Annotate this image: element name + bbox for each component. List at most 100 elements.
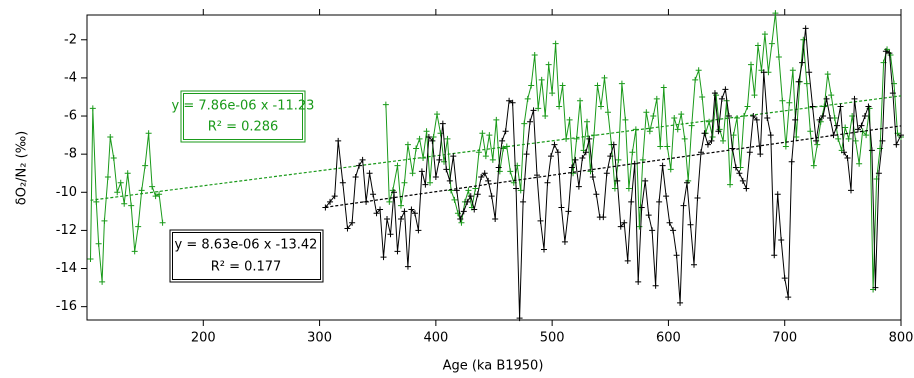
- point-marker: [434, 111, 441, 118]
- point-marker: [457, 215, 464, 222]
- point-marker: [427, 179, 434, 186]
- point-marker: [492, 215, 499, 222]
- point-marker: [753, 116, 760, 123]
- point-marker: [124, 170, 131, 177]
- point-marker: [851, 95, 858, 102]
- point-marker: [447, 187, 454, 194]
- data-line: [325, 28, 902, 319]
- point-marker: [397, 215, 404, 222]
- fit-r2: R² = 0.177: [211, 260, 282, 275]
- point-marker: [687, 221, 694, 228]
- point-marker: [650, 113, 657, 120]
- point-marker: [856, 160, 863, 167]
- point-marker: [810, 162, 817, 169]
- point-marker: [775, 53, 782, 60]
- point-marker: [622, 116, 629, 123]
- point-marker: [149, 183, 156, 190]
- y-axis-label: δO₂/N₂ (‰): [15, 131, 30, 205]
- point-marker: [586, 135, 593, 142]
- point-marker: [844, 154, 851, 161]
- point-marker: [429, 137, 436, 144]
- y-tick-label: -8: [64, 147, 77, 162]
- point-marker: [535, 105, 542, 112]
- point-marker: [649, 227, 656, 234]
- point-marker: [739, 177, 746, 184]
- point-marker: [610, 141, 617, 148]
- point-marker: [517, 187, 524, 194]
- point-marker: [145, 130, 152, 137]
- point-marker: [657, 143, 664, 150]
- point-marker: [444, 135, 451, 142]
- point-marker: [743, 185, 750, 192]
- point-marker: [481, 170, 488, 177]
- point-marker: [841, 149, 848, 156]
- point-marker: [677, 299, 684, 306]
- point-marker: [730, 132, 737, 139]
- point-marker: [806, 69, 813, 76]
- point-marker: [816, 116, 823, 123]
- trend-line: [90, 95, 902, 201]
- point-marker: [785, 294, 792, 301]
- point-marker: [460, 208, 467, 215]
- point-marker: [732, 164, 739, 171]
- point-marker: [499, 137, 506, 144]
- point-marker: [568, 164, 575, 171]
- point-marker: [750, 113, 757, 120]
- point-marker: [607, 153, 614, 160]
- point-marker: [475, 149, 482, 156]
- point-marker: [614, 177, 621, 184]
- y-tick-label: -6: [64, 109, 77, 124]
- point-marker: [617, 223, 624, 230]
- point-marker: [516, 315, 523, 322]
- point-marker: [416, 135, 423, 142]
- point-marker: [746, 149, 753, 156]
- point-marker: [432, 174, 439, 181]
- point-marker: [520, 198, 527, 205]
- point-marker: [356, 162, 363, 169]
- fit-box-inner: [183, 93, 303, 140]
- point-marker: [464, 198, 471, 205]
- point-marker: [443, 166, 450, 173]
- point-marker: [670, 227, 677, 234]
- point-marker: [93, 198, 100, 205]
- point-marker: [646, 128, 653, 135]
- point-marker: [404, 141, 411, 148]
- point-marker: [760, 69, 767, 76]
- point-marker: [563, 135, 570, 142]
- point-marker: [792, 116, 799, 123]
- point-marker: [507, 168, 514, 175]
- point-marker: [660, 84, 667, 91]
- plot-frame: [86, 14, 902, 321]
- point-marker: [114, 189, 121, 196]
- point-marker: [629, 149, 636, 156]
- point-marker: [889, 90, 896, 97]
- point-marker: [667, 166, 674, 173]
- point-marker: [718, 95, 725, 102]
- point-marker: [117, 179, 124, 186]
- point-marker: [506, 97, 513, 104]
- point-marker: [95, 240, 102, 247]
- point-marker: [788, 158, 795, 165]
- point-marker: [128, 202, 135, 209]
- point-marker: [478, 174, 485, 181]
- point-marker: [847, 187, 854, 194]
- point-marker: [799, 59, 806, 66]
- fit-box: [169, 229, 324, 283]
- point-marker: [837, 103, 844, 110]
- point-marker: [706, 118, 713, 125]
- point-marker: [349, 219, 356, 226]
- point-marker: [813, 137, 820, 144]
- fit-r2: R² = 0.286: [208, 120, 279, 135]
- point-marker: [786, 99, 793, 106]
- point-marker: [322, 204, 329, 211]
- point-marker: [734, 114, 741, 121]
- point-marker: [566, 116, 573, 123]
- point-marker: [684, 179, 691, 186]
- point-marker: [409, 170, 416, 177]
- point-marker: [886, 50, 893, 57]
- point-marker: [834, 122, 841, 129]
- point-marker: [701, 130, 708, 137]
- point-marker: [584, 118, 591, 125]
- point-marker: [664, 143, 671, 150]
- point-marker: [523, 151, 530, 158]
